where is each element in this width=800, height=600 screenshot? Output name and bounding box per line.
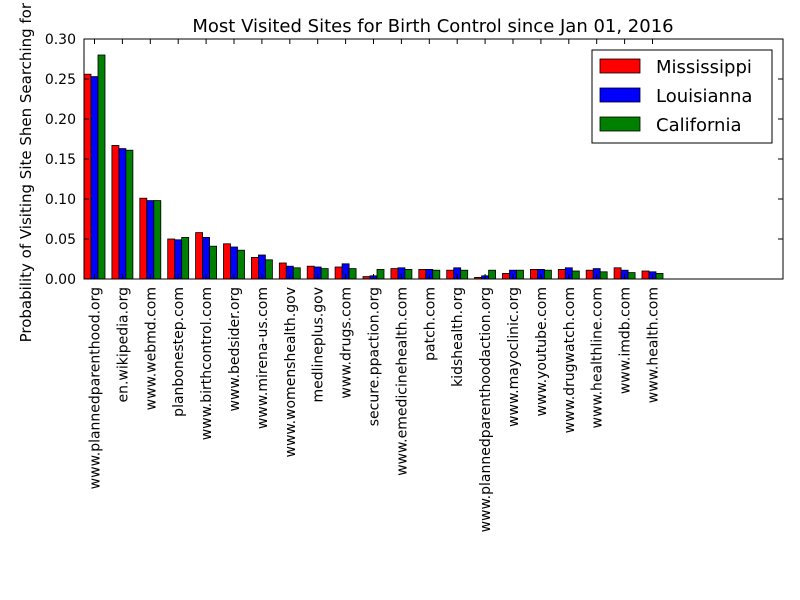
x-tick-label: www.mayoclinic.org bbox=[506, 287, 522, 427]
bar-california-16 bbox=[544, 269, 552, 280]
bar-california-13 bbox=[460, 269, 469, 280]
legend-label-louisianna: Louisianna bbox=[656, 86, 752, 107]
legend: Mississippi Louisianna California bbox=[591, 49, 773, 144]
bar-california-9 bbox=[348, 268, 357, 280]
bar-california-0 bbox=[97, 54, 106, 280]
y-tick-label: 0.20 bbox=[45, 112, 76, 128]
bar-mississippi-8 bbox=[306, 265, 315, 280]
bar-mississippi-19 bbox=[613, 267, 622, 280]
bar-california-6 bbox=[264, 259, 273, 280]
bar-mississippi-9 bbox=[334, 266, 343, 280]
bar-mississippi-17 bbox=[557, 268, 566, 280]
x-tick-label: www.drugwatch.com bbox=[562, 287, 578, 433]
bar-mississippi-11 bbox=[390, 268, 399, 280]
bar-mississippi-2 bbox=[139, 197, 148, 280]
x-tick-label: secure.ppaction.org bbox=[367, 287, 383, 426]
y-axis-label: Probability of Visiting Site Shen Search… bbox=[17, 0, 35, 342]
x-tick-label: www.plannedparenthood.org bbox=[88, 287, 104, 489]
bar-mississippi-20 bbox=[641, 270, 650, 280]
bar-mississippi-5 bbox=[223, 243, 231, 280]
bar-mississippi-18 bbox=[585, 269, 594, 280]
x-tick-label: www.mirena-us.com bbox=[255, 287, 271, 429]
y-tick-label: 0.25 bbox=[45, 72, 76, 88]
y-tick-label: 0.10 bbox=[45, 192, 76, 208]
y-tick-label: 0.00 bbox=[45, 272, 76, 288]
bar-california-7 bbox=[292, 267, 301, 280]
bar-mississippi-3 bbox=[167, 238, 176, 280]
x-tick-label: en.wikipedia.org bbox=[115, 287, 131, 403]
bar-california-12 bbox=[432, 269, 441, 280]
bar-california-20 bbox=[655, 272, 664, 280]
x-tick-label: www.healthline.com bbox=[590, 287, 606, 428]
bar-mississippi-15 bbox=[502, 272, 510, 280]
bar-california-1 bbox=[125, 149, 134, 280]
bar-louisianna-0 bbox=[90, 76, 99, 280]
bar-california-15 bbox=[516, 269, 524, 280]
bar-california-11 bbox=[404, 268, 413, 280]
bar-mississippi-12 bbox=[418, 268, 427, 280]
bar-california-3 bbox=[181, 236, 190, 280]
bar-mississippi-16 bbox=[530, 268, 538, 280]
x-tick-label: www.plannedparenthoodaction.org bbox=[478, 287, 494, 532]
x-tick-label: www.drugs.com bbox=[339, 287, 355, 399]
bar-mississippi-7 bbox=[278, 262, 287, 280]
bar-mississippi-0 bbox=[83, 73, 92, 280]
bar-california-14 bbox=[488, 269, 497, 280]
legend-swatch-louisianna bbox=[599, 87, 641, 103]
chart-title: Most Visited Sites for Birth Control sin… bbox=[192, 16, 673, 37]
x-tick-label: www.bedsider.org bbox=[227, 287, 243, 411]
x-tick-label: www.youtube.com bbox=[534, 287, 550, 416]
bar-california-5 bbox=[237, 249, 245, 280]
x-tick-label: www.womenshealth.gov bbox=[283, 287, 299, 457]
bar-louisianna-1 bbox=[118, 148, 127, 280]
bar-louisianna-3 bbox=[174, 239, 183, 280]
bar-california-10 bbox=[376, 268, 385, 280]
x-tick-label: www.birthcontrol.com bbox=[199, 287, 215, 440]
bar-mississippi-6 bbox=[250, 256, 259, 280]
y-tick-label: 0.05 bbox=[45, 232, 76, 248]
bar-california-2 bbox=[153, 200, 162, 280]
bar-mississippi-1 bbox=[111, 144, 120, 280]
bar-california-4 bbox=[209, 245, 218, 280]
x-tick-label: www.health.com bbox=[646, 287, 662, 403]
legend-label-california: California bbox=[656, 115, 741, 136]
bar-california-18 bbox=[599, 271, 608, 280]
x-tick-label: www.imdb.com bbox=[618, 287, 634, 394]
bar-mississippi-13 bbox=[446, 269, 455, 280]
bar-louisianna-2 bbox=[146, 200, 155, 280]
legend-swatch-california bbox=[599, 116, 641, 132]
axes-layer: www.plannedparenthood.org en.wikipedia.or… bbox=[45, 32, 784, 532]
x-tick-label: planbonestep.com bbox=[171, 287, 187, 417]
legend-swatch-mississippi bbox=[599, 58, 641, 74]
y-tick-label: 0.30 bbox=[45, 32, 76, 48]
bar-louisianna-4 bbox=[202, 236, 211, 280]
x-tick-label: kidshealth.org bbox=[450, 287, 466, 387]
bar-mississippi-4 bbox=[195, 232, 204, 280]
y-tick-label: 0.15 bbox=[45, 152, 76, 168]
x-tick-label: medlineplus.gov bbox=[311, 287, 327, 403]
bar-california-19 bbox=[627, 272, 636, 280]
bar-california-17 bbox=[571, 270, 580, 280]
x-tick-label: patch.com bbox=[422, 287, 438, 361]
legend-label-mississippi: Mississippi bbox=[656, 57, 752, 78]
bar-california-8 bbox=[320, 268, 329, 280]
x-tick-label: www.emedicinehealth.com bbox=[394, 287, 410, 476]
x-tick-label: www.webmd.com bbox=[143, 287, 159, 410]
